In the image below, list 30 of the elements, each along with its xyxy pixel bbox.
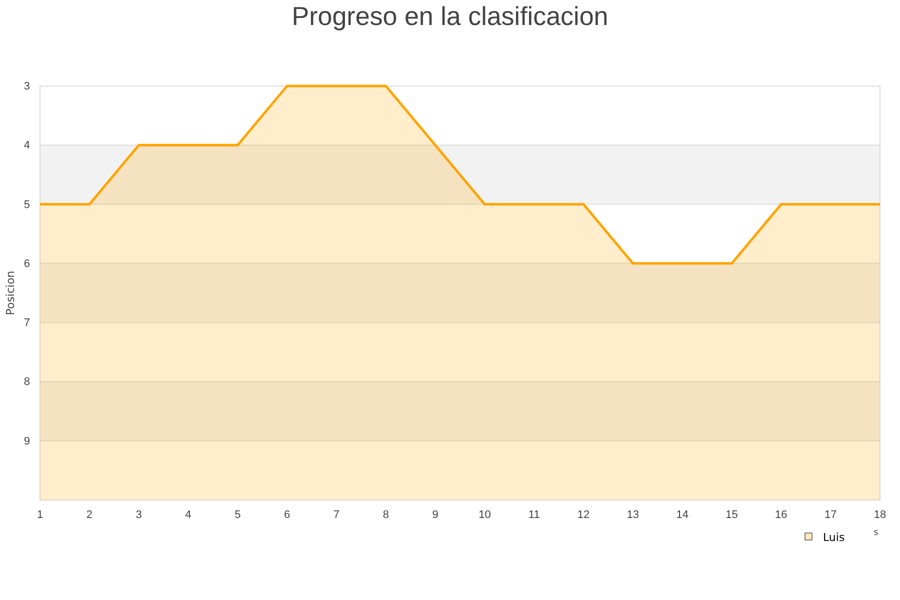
y-tick-label: 6 — [24, 258, 30, 270]
y-tick-label: 5 — [24, 198, 30, 211]
y-axis-title: Posicion — [4, 270, 17, 316]
x-tick-label: 9 — [432, 508, 438, 521]
x-tick-label: 11 — [528, 508, 540, 521]
x-tick-label: 12 — [577, 508, 590, 521]
x-tick-label: 18 — [874, 508, 886, 521]
x-tick-label: 14 — [676, 508, 688, 521]
x-tick-label: 3 — [136, 508, 142, 521]
legend-label: Luis — [823, 531, 845, 544]
x-tick-label: 2 — [86, 508, 92, 521]
x-tick-label: 17 — [824, 508, 837, 521]
line-series — [38, 84, 882, 265]
x-tick-label: 15 — [726, 508, 738, 521]
x-tick-label: 16 — [775, 508, 788, 521]
y-tick-label: 8 — [24, 376, 30, 388]
y-tick-label: 3 — [24, 80, 30, 93]
y-tick-label: 9 — [24, 435, 30, 448]
x-tick-label: 6 — [284, 508, 290, 521]
x-axis-title: s — [874, 528, 879, 538]
x-tick-label: 7 — [333, 508, 340, 521]
x-tick-label: 1 — [36, 508, 44, 521]
y-tick-label: 7 — [24, 317, 30, 330]
x-tick-label: 5 — [234, 508, 241, 521]
x-tick-label: 13 — [626, 508, 640, 521]
x-tick-label: 4 — [185, 508, 192, 521]
y-tick-label: 4 — [24, 140, 30, 152]
chart-title: Progreso en la clasificacion — [292, 1, 608, 31]
x-tick-label: 8 — [382, 508, 389, 521]
x-tick-label: 10 — [478, 508, 491, 521]
